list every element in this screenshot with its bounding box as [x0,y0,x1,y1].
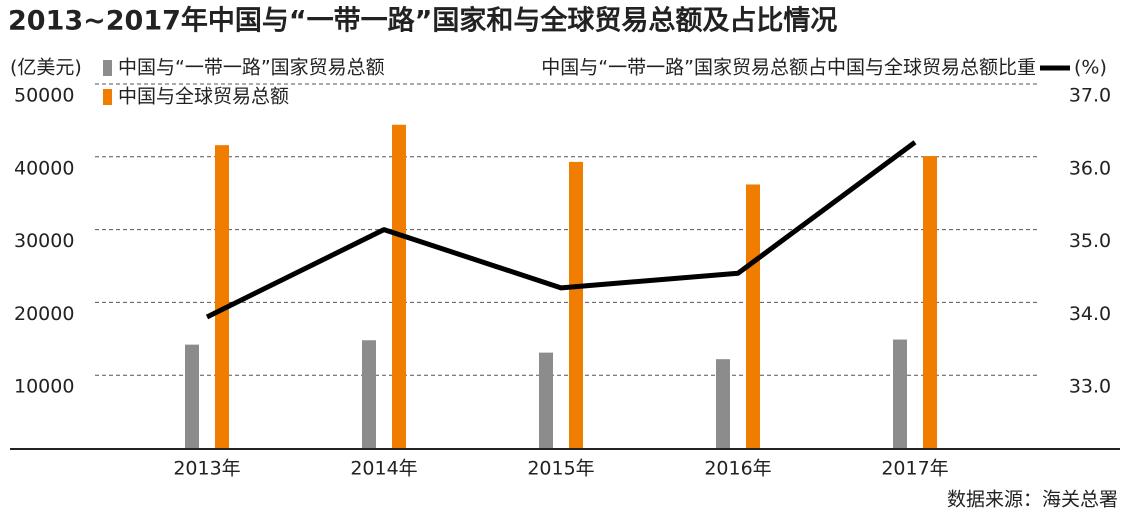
y-tick-label: 50000 [14,85,74,107]
y2-axis-label: (%) [1074,57,1107,79]
legend-label: 中国与全球贸易总额 [118,86,289,108]
legend-label: 中国与“一带一路”国家贸易总额 [118,57,385,79]
y2-tick-label: 37.0 [1069,85,1111,107]
x-tick-label: 2016年 [704,458,771,480]
y-tick-label: 20000 [14,303,74,325]
y-tick-label: 10000 [14,376,74,398]
legend-label: 中国与“一带一路”国家贸易总额占中国与全球贸易总额比重 [541,57,1036,79]
legend-swatch [103,89,112,105]
source: 数据来源：海关总署 [947,489,1118,511]
bar [893,339,907,448]
y2-tick-label: 34.0 [1069,303,1111,325]
y2-tick-label: 35.0 [1069,230,1111,252]
legend-swatch [103,60,112,76]
x-tick-label: 2017年 [881,458,948,480]
chart-title: 2013~2017年中国与“一带一路”国家和与全球贸易总额及占比情况 [8,5,837,37]
bar [362,340,376,448]
x-tick-label: 2014年 [350,458,417,480]
x-tick-label: 2013年 [173,458,240,480]
y-tick-label: 40000 [14,157,74,179]
bar [215,145,229,449]
y-tick-label: 30000 [14,230,74,252]
line [205,140,917,320]
y-axis-label: (亿美元) [10,57,82,79]
bar [923,156,937,448]
bar [539,352,553,448]
bar [716,359,730,448]
bar [392,124,406,448]
x-tick-label: 2015年 [527,458,594,480]
bar [569,161,583,448]
y2-tick-label: 33.0 [1069,376,1111,398]
bar [185,344,199,448]
y2-tick-label: 36.0 [1069,157,1111,179]
bar [746,184,760,449]
